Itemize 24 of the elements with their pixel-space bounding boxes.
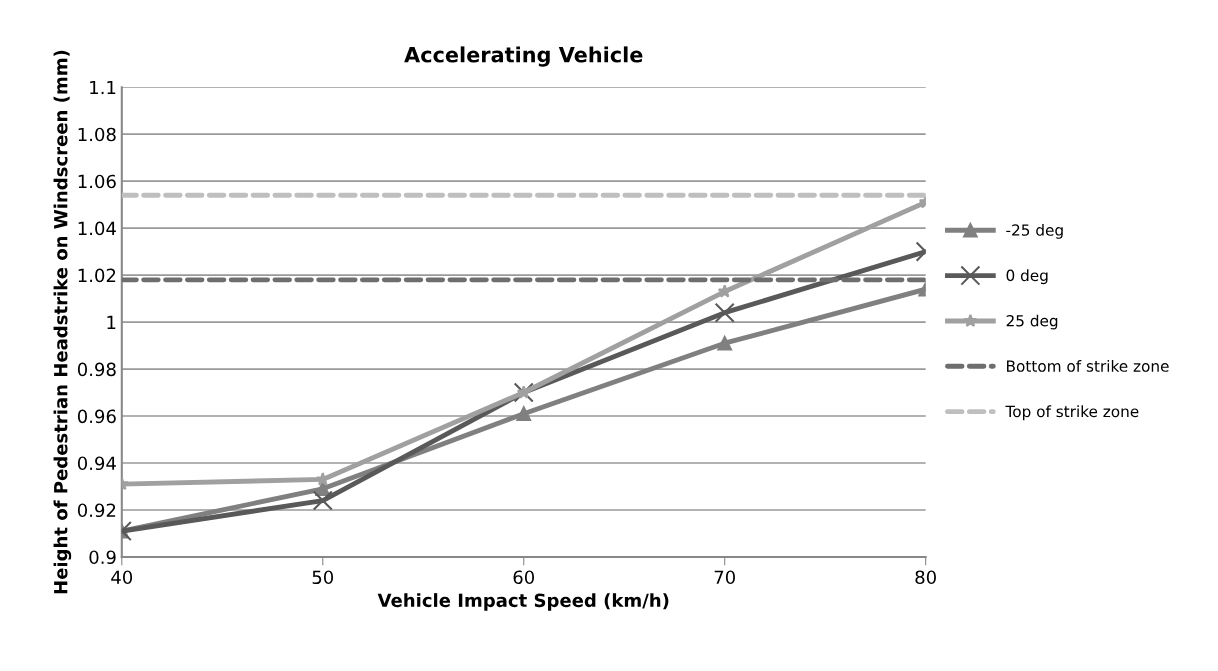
legend-label: 0 deg: [1006, 269, 1048, 285]
x-axis-title: Vehicle Impact Speed (km/h): [377, 593, 669, 611]
y-tick-label: 0.94: [77, 456, 116, 471]
x-tick-label: 40: [111, 570, 133, 585]
y-tick-label: 1.08: [78, 127, 116, 142]
legend-label: 25 deg: [1006, 314, 1058, 330]
y-tick-label: 0.96: [77, 409, 116, 424]
chart-title: Accelerating Vehicle: [404, 46, 643, 67]
x-tick-label: 50: [312, 570, 334, 585]
y-tick-label: 0.98: [77, 362, 116, 377]
y-tick-label: 1.04: [78, 221, 116, 236]
y-tick-label: 1.02: [78, 268, 116, 283]
y-tick-label: 1.1: [90, 80, 116, 95]
legend-label: -25 deg: [1006, 224, 1063, 239]
x-tick-label: 60: [513, 570, 535, 585]
y-tick-label: 1.06: [78, 174, 116, 189]
legend-label: Top of strike zone: [1005, 405, 1139, 421]
y-tick-label: 0.9: [89, 550, 116, 565]
y-tick-label: 0.92: [77, 503, 116, 518]
x-tick-label: 70: [714, 570, 735, 585]
y-tick-label: 1: [107, 315, 116, 329]
x-tick-label: 80: [915, 570, 936, 585]
legend-label: Bottom of strike zone: [1007, 360, 1169, 372]
y-axis-title: Height of Pedestrian Headstrike on Windscreen (mm): [53, 50, 72, 594]
